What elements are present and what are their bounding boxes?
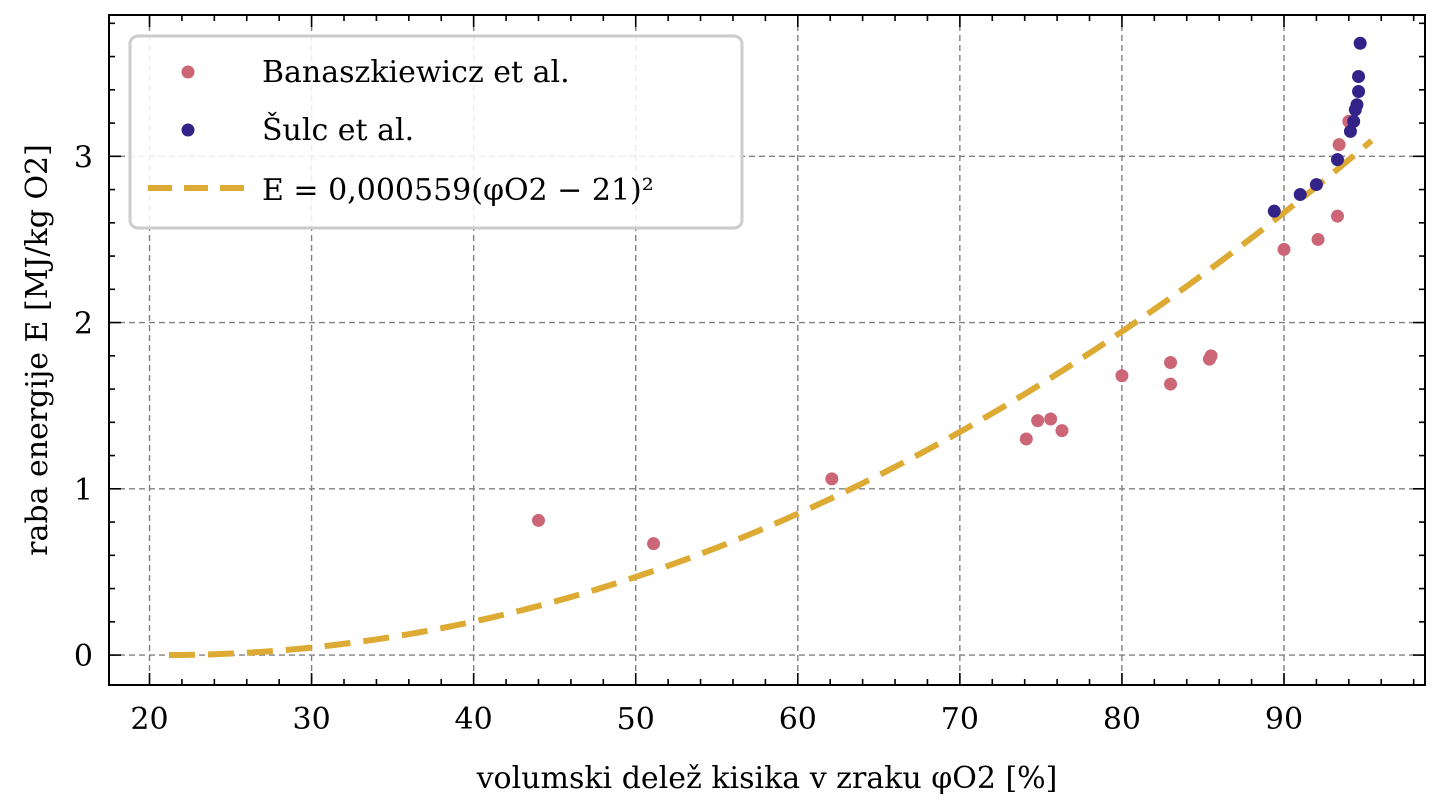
axis-ticks <box>109 15 1425 685</box>
point-banaszkiewicz <box>1164 355 1178 369</box>
point-sulc <box>1350 98 1364 112</box>
point-banaszkiewicz <box>1115 369 1129 383</box>
point-sulc <box>1347 114 1361 128</box>
point-banaszkiewicz <box>1311 232 1325 246</box>
point-banaszkiewicz <box>1055 424 1069 438</box>
x-tick-label: 90 <box>1265 702 1303 737</box>
point-banaszkiewicz <box>1019 432 1033 446</box>
point-banaszkiewicz <box>1330 209 1344 223</box>
point-banaszkiewicz <box>1277 242 1291 256</box>
x-tick-label: 60 <box>779 702 817 737</box>
point-banaszkiewicz <box>1031 414 1045 428</box>
legend: Banaszkiewicz et al. Šulc et al. E = 0,0… <box>128 34 744 230</box>
axis-tick-labels: 20 30 40 50 60 70 80 90 0 1 2 3 <box>74 140 1303 737</box>
x-axis-label: volumski delež kisika v zraku φO2 [%] <box>476 761 1058 796</box>
plot-frame <box>108 14 1426 686</box>
x-tick-label: 70 <box>941 702 979 737</box>
fit-curve-layer <box>168 138 1374 659</box>
x-tick-label: 50 <box>617 702 655 737</box>
point-sulc <box>1309 178 1323 192</box>
y-axis-label: raba energije E [MJ/kg O2] <box>20 144 55 556</box>
x-tick-label: 40 <box>455 702 493 737</box>
y-tick-label: 0 <box>74 639 93 674</box>
legend-label-banaszkiewicz: Banaszkiewicz et al. <box>262 55 570 90</box>
x-tick-label: 20 <box>130 702 168 737</box>
legend-label-sulc: Šulc et al. <box>262 112 414 148</box>
point-sulc <box>1330 153 1344 167</box>
point-sulc <box>1343 124 1357 138</box>
point-sulc <box>1352 84 1366 98</box>
point-banaszkiewicz <box>647 537 661 551</box>
x-tick-label: 30 <box>292 702 330 737</box>
point-banaszkiewicz <box>1204 349 1218 363</box>
point-banaszkiewicz <box>1332 138 1346 152</box>
legend-marker-sulc <box>181 123 195 137</box>
point-sulc <box>1293 188 1307 202</box>
data-points-layer <box>531 36 1367 551</box>
y-tick-label: 2 <box>74 307 93 342</box>
point-banaszkiewicz <box>1164 377 1178 391</box>
y-tick-label: 1 <box>74 473 93 508</box>
legend-label-fit: E = 0,000559(φO2 − 21)² <box>262 173 654 208</box>
fit-curve-line <box>168 138 1374 659</box>
point-sulc <box>1353 36 1367 50</box>
y-tick-label: 3 <box>74 140 93 175</box>
point-banaszkiewicz <box>825 472 839 486</box>
x-tick-label: 80 <box>1103 702 1141 737</box>
legend-marker-banaszkiewicz <box>181 65 195 79</box>
legend-box <box>128 34 744 230</box>
point-banaszkiewicz <box>1044 412 1058 426</box>
point-sulc <box>1267 204 1281 218</box>
point-sulc <box>1352 70 1366 84</box>
point-banaszkiewicz <box>531 513 545 527</box>
